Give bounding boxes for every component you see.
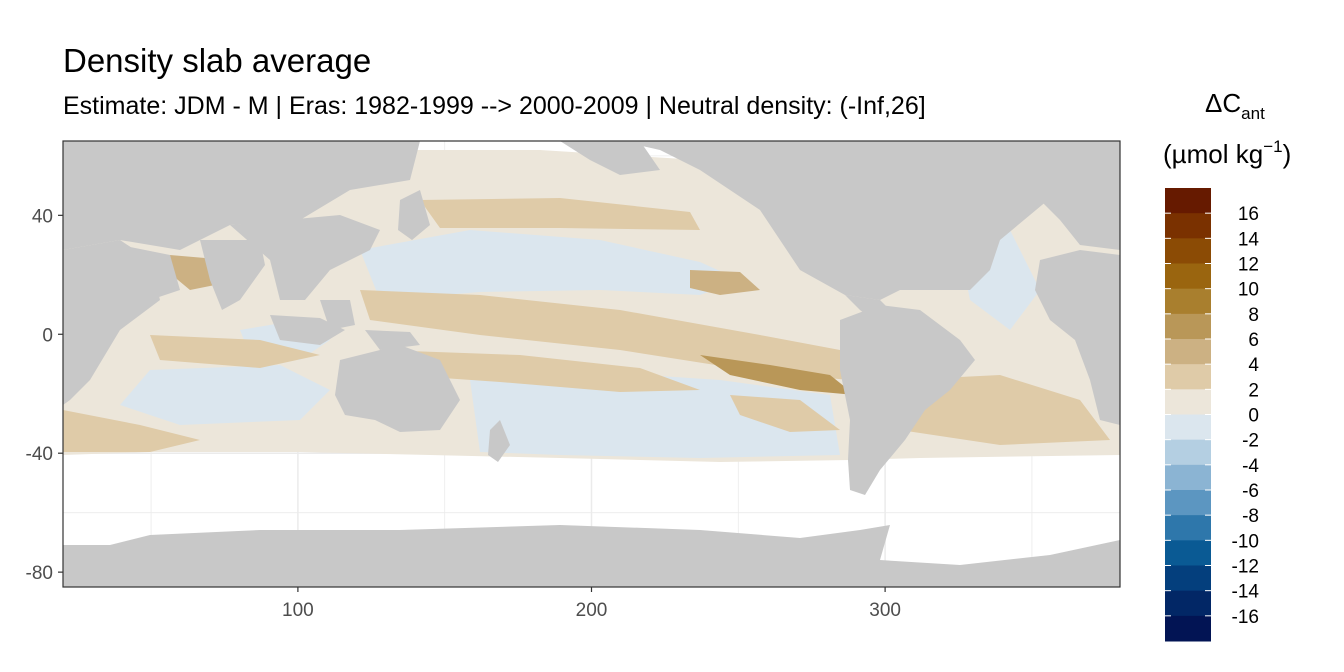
legend-swatch — [1165, 238, 1211, 264]
legend-label: -10 — [1232, 531, 1259, 552]
legend-colorbar — [1165, 188, 1211, 642]
land-new-guinea — [365, 330, 420, 350]
legend-label: -14 — [1232, 582, 1260, 603]
legend-label: 10 — [1238, 280, 1259, 301]
x-tick-label: 100 — [282, 600, 314, 621]
legend-label: -2 — [1242, 431, 1259, 452]
legend-swatch — [1165, 339, 1211, 365]
legend-swatch — [1165, 313, 1211, 340]
land-new-zealand — [488, 420, 510, 462]
land-north-america — [620, 141, 1120, 300]
legend-swatch — [1165, 590, 1211, 617]
legend-unit: (µmol kg−1) — [1163, 137, 1291, 169]
ocean-pos-arabian-sea — [170, 255, 215, 290]
y-tick-label: -80 — [26, 563, 53, 584]
legend-swatch — [1165, 414, 1211, 441]
legend-label: 6 — [1248, 330, 1259, 351]
ocean-pos-north-pacific — [420, 198, 700, 230]
legend-labels: 16 14 12 10 8 6 4 2 0 -2 -4 -6 -8 -10 -12 -14 -16 — [1165, 204, 1259, 628]
ocean-pos-south-east-pacific — [730, 395, 840, 432]
x-tick-label: 200 — [576, 600, 608, 621]
ocean-pos-south-atlantic — [900, 375, 1110, 445]
legend-swatch — [1165, 515, 1211, 541]
ocean-neg-indian-south — [120, 365, 330, 425]
land-antarctica — [63, 525, 1120, 587]
legend-swatch — [1165, 615, 1211, 642]
land-south-america — [840, 305, 975, 495]
legend-label: -16 — [1232, 607, 1259, 628]
x-tick-label: 300 — [869, 600, 901, 621]
legend-swatch — [1165, 565, 1211, 592]
land-se-asia — [230, 215, 380, 300]
legend-label: 8 — [1248, 305, 1259, 326]
ocean-neg-north-pacific — [360, 230, 740, 300]
ocean-pos-south-indian — [63, 410, 200, 452]
y-tick-label: -40 — [26, 444, 53, 465]
ocean-pos-indian — [150, 335, 320, 368]
legend-label: 16 — [1238, 204, 1259, 225]
ocean-neg-south-pacific — [470, 372, 840, 458]
legend-swatch — [1165, 389, 1211, 415]
legend-swatch — [1165, 364, 1211, 390]
land-africa-west — [1035, 250, 1120, 425]
land-australia — [335, 345, 460, 432]
legend: ΔCant (µmol kg−1) 16 14 12 10 8 6 4 2 0 -2 -4 -6 -8 -… — [1163, 88, 1291, 642]
legend-swatch — [1165, 439, 1211, 466]
legend-swatch — [1165, 490, 1211, 516]
y-tick-label: 0 — [42, 325, 53, 346]
legend-label: -4 — [1242, 456, 1259, 477]
legend-swatch — [1165, 288, 1211, 315]
ocean-pos-tropical-pacific — [380, 350, 700, 392]
land-europe-north — [1020, 141, 1120, 250]
legend-label: 4 — [1248, 355, 1259, 376]
ocean-pos-subtropical-pacific — [690, 270, 760, 295]
x-axis: 100 200 300 — [282, 587, 901, 621]
legend-swatch — [1165, 464, 1211, 491]
legend-swatch — [1165, 540, 1211, 566]
chart-subtitle: Estimate: JDM - M | Eras: 1982-1999 --> … — [63, 92, 926, 120]
legend-label: -12 — [1232, 557, 1259, 578]
land-eurasia-north — [63, 141, 420, 250]
legend-swatch — [1165, 188, 1211, 214]
legend-label: 14 — [1238, 229, 1260, 250]
land-indonesia — [270, 315, 345, 345]
chart-title: Density slab average — [63, 42, 372, 79]
legend-swatch — [1165, 213, 1211, 239]
legend-swatch — [1165, 263, 1211, 290]
y-axis: 40 0 -40 -80 — [26, 206, 63, 584]
land-india — [200, 240, 265, 310]
legend-label: -6 — [1242, 481, 1259, 502]
land-masses — [63, 141, 1120, 587]
land-alaska — [560, 141, 660, 175]
land-arabia — [120, 245, 180, 300]
land-japan — [398, 190, 430, 240]
legend-label: 0 — [1248, 406, 1259, 427]
legend-label: -8 — [1242, 506, 1259, 527]
legend-title: ΔCant — [1205, 88, 1265, 123]
ocean-pos-east-pacific-strong — [700, 355, 855, 395]
legend-label: 12 — [1238, 255, 1259, 276]
land-borneo — [320, 300, 355, 330]
legend-label: 2 — [1248, 380, 1259, 401]
ocean-pos-equatorial-pacific — [360, 290, 850, 380]
y-tick-label: 40 — [32, 206, 53, 227]
